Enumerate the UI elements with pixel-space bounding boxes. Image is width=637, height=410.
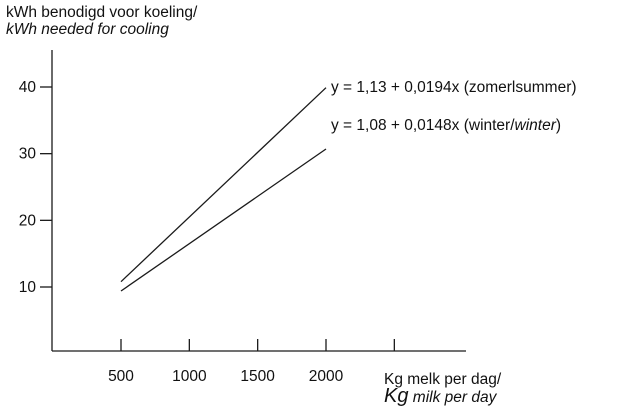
x-ticks: 500 1000 1500 2000 [108,339,395,385]
y-ticks: 10 20 30 40 [19,79,52,296]
x-axis-label-nl: Kg melk per dag/ [384,371,502,388]
x-tick-label-2000: 2000 [309,368,344,385]
x-axis-label-en-rest: milk per day [412,389,497,406]
series-label-winter-main: y = 1,08 + 0,0148x (winter/ [331,117,515,134]
series-line-winter [120,148,327,292]
series-label-winter: y = 1,08 + 0,0148x (winter/winter) [331,117,561,134]
y-tick-label-40: 40 [19,79,37,96]
y-axis-label: kWh benodigd voor koeling/ kWh needed fo… [6,4,197,38]
series-label-winter-italic: winter [515,117,557,134]
x-tick-label-1500: 1500 [240,368,275,385]
x-tick-label-500: 500 [108,368,134,385]
series-label-winter-end: ) [556,117,561,134]
x-axis-label: Kg melk per dag/ Kg milk per day [384,371,501,406]
x-axis-label-en: Kg milk per day [384,385,501,407]
y-tick-label-10: 10 [19,279,37,296]
y-tick-label-20: 20 [19,212,37,229]
y-axis-label-en: kWh needed for cooling [6,21,169,38]
series-label-summer: y = 1,13 + 0,0194x (zomerlsummer) [331,79,577,96]
x-axis-label-en-unit: Kg [384,385,409,407]
series-lines [120,87,327,292]
y-axis-label-nl: kWh benodigd voor koeling/ [6,4,198,21]
x-tick-label-1000: 1000 [172,368,207,385]
y-tick-label-30: 30 [19,146,37,163]
series-line-summer [120,87,327,283]
